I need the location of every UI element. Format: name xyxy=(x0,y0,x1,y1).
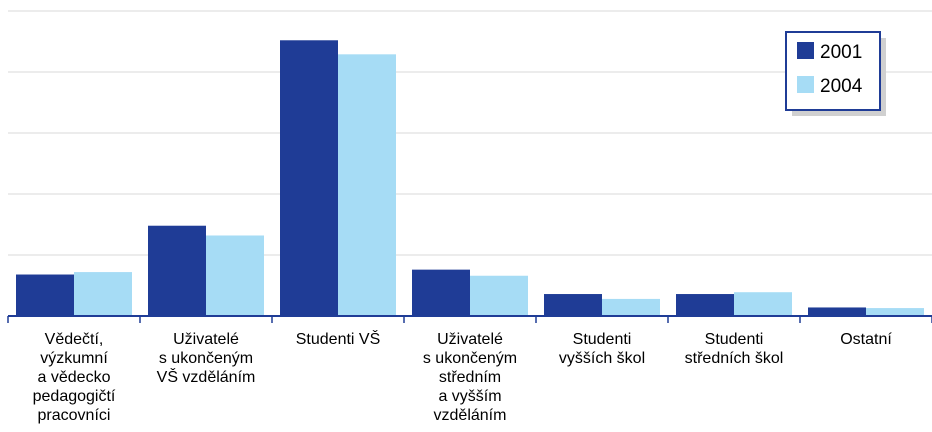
bar-2004-4 xyxy=(602,298,660,316)
gridlines xyxy=(8,10,932,256)
category-label-line: Uživatelé xyxy=(437,331,503,348)
legend-swatch-2004 xyxy=(797,76,814,93)
legend-label-2001: 2001 xyxy=(820,42,862,63)
category-label-line: VŠ vzděláním xyxy=(157,367,256,386)
bar-2004-2 xyxy=(338,54,396,317)
category-labels: Vědečtí, výzkumní a vědecko pedagogičtí prac… xyxy=(33,329,893,424)
bar-2001-1 xyxy=(148,225,206,316)
category-label-5: Studenti středních škol xyxy=(685,331,784,367)
x-axis xyxy=(7,315,932,323)
category-label-3: Uživatelé s ukončeným středním a vyšším vzdě… xyxy=(423,331,517,424)
category-label-line: Vědečtí, xyxy=(45,331,104,348)
category-label-line: pracovníci xyxy=(38,407,111,424)
category-label-line: Studenti VŠ xyxy=(296,329,381,348)
category-label-line: Studenti xyxy=(705,331,764,348)
category-label-line: vyšších škol xyxy=(559,350,645,367)
category-label-line: s ukončeným xyxy=(159,350,253,367)
category-label-line: vzděláním xyxy=(434,407,507,424)
category-label-1: Uživatelé s ukončeným VŠ vzděláním xyxy=(157,331,256,386)
category-label-0: Vědečtí, výzkumní a vědecko pedagogičtí prac… xyxy=(33,331,116,424)
category-label-line: výzkumní xyxy=(40,350,108,367)
legend-label-2004: 2004 xyxy=(820,76,863,97)
category-label-line: s ukončeným xyxy=(423,350,517,367)
legend: 2001 2004 xyxy=(785,31,886,116)
category-label-line: Ostatní xyxy=(840,331,892,348)
category-label-line: a vyšším xyxy=(438,388,501,405)
legend-swatch-2001 xyxy=(797,42,814,59)
bar-2004-3 xyxy=(470,275,528,316)
bars xyxy=(16,40,924,317)
bar-2001-6 xyxy=(808,307,866,316)
bar-2001-2 xyxy=(280,40,338,316)
bar-2004-6 xyxy=(866,308,924,316)
category-label-line: středních škol xyxy=(685,350,784,367)
category-label-line: pedagogičtí xyxy=(33,388,116,405)
category-label-2: Studenti VŠ xyxy=(296,329,381,348)
category-label-line: středním xyxy=(439,369,501,386)
category-label-line: Uživatelé xyxy=(173,331,239,348)
bar-2001-4 xyxy=(544,294,602,316)
bar-2001-0 xyxy=(16,274,74,316)
bar-2004-1 xyxy=(206,235,264,316)
category-label-line: a vědecko xyxy=(38,369,111,386)
category-label-4: Studenti vyšších škol xyxy=(559,331,645,367)
bar-2001-3 xyxy=(412,269,470,316)
bar-2001-5 xyxy=(676,294,734,316)
bar-2004-5 xyxy=(734,292,792,316)
bar-2004-0 xyxy=(74,272,132,316)
category-label-line: Studenti xyxy=(573,331,632,348)
category-label-6: Ostatní xyxy=(840,331,892,348)
